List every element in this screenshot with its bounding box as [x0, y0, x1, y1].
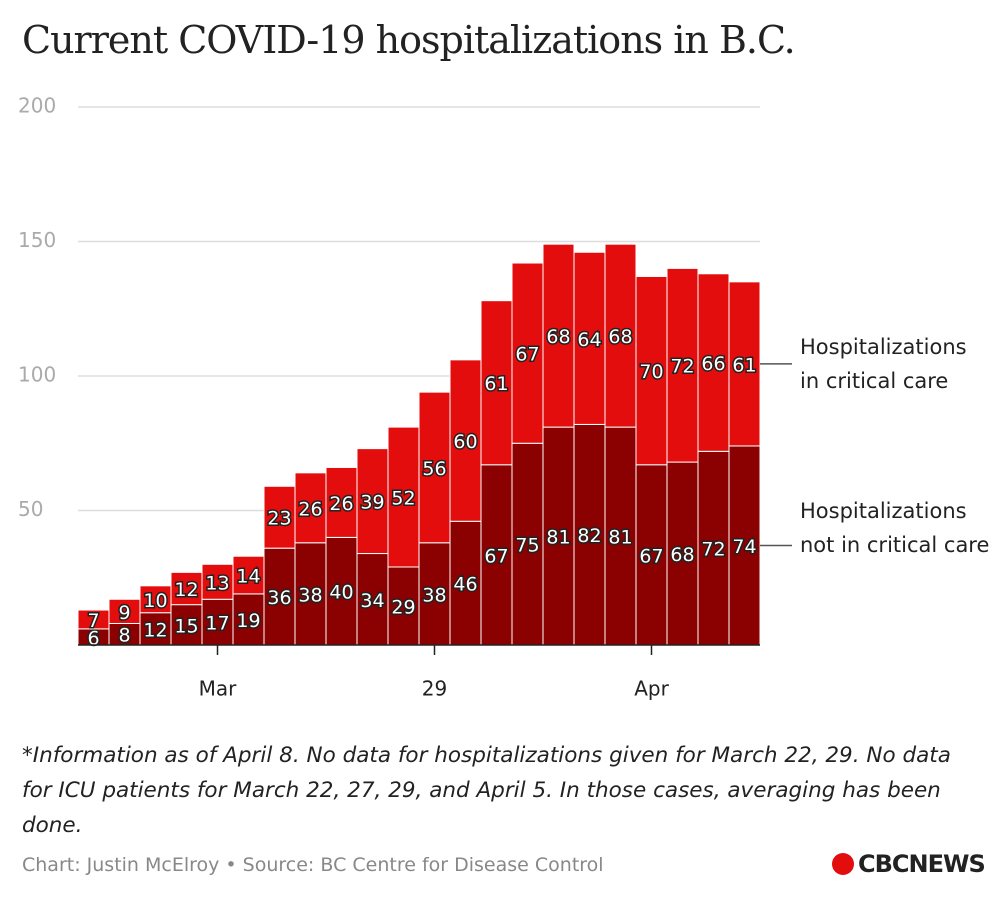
data-label: 7 [87, 610, 99, 632]
data-label: 52 [391, 488, 415, 510]
bar-segment [170, 571, 203, 606]
data-label: 10 [143, 590, 167, 612]
data-label: 34 [360, 590, 384, 612]
bar-segment [480, 464, 513, 646]
data-label: 81 [608, 527, 632, 549]
data-label: 38 [298, 584, 322, 606]
data-label: 56 [422, 458, 446, 480]
bar-segment [232, 593, 265, 646]
data-label: 61 [484, 373, 508, 395]
bar-segment [697, 273, 730, 452]
bar-segment [325, 536, 358, 646]
data-label: 29 [391, 596, 415, 618]
data-label: 40 [329, 582, 353, 604]
data-label: 67 [515, 344, 539, 366]
data-label: 68 [546, 326, 570, 348]
bar-segment [635, 464, 668, 646]
bar-segment [666, 267, 699, 463]
y-tick-label: 150 [18, 228, 56, 252]
data-label: 12 [174, 579, 198, 601]
data-label: 64 [577, 329, 601, 351]
data-label: 8 [118, 625, 130, 647]
bar-segment [387, 566, 420, 646]
legend-entry: Hospitalizations not in critical care [800, 499, 990, 557]
y-tick-label: 50 [18, 497, 43, 521]
bar-segment [480, 300, 513, 466]
bar-segment [263, 485, 296, 549]
data-label: 26 [298, 498, 322, 520]
y-tick-label: 200 [18, 94, 56, 118]
y-tick-label: 100 [18, 363, 56, 387]
data-label: 12 [143, 619, 167, 641]
data-label: 72 [701, 539, 725, 561]
bar-segment [201, 563, 234, 600]
bar-segment [418, 542, 451, 646]
x-tick-label: Mar [199, 677, 238, 701]
bar-segment [511, 262, 544, 444]
data-label: 70 [639, 361, 663, 383]
data-label: 82 [577, 525, 601, 547]
bar-segment [232, 555, 265, 595]
logo: CBCNEWS [832, 850, 986, 878]
footnote: *Information as of April 8. No data for … [22, 743, 951, 838]
bar-segment [356, 448, 389, 555]
chart-title: Current COVID-19 hospitalizations in B.C… [22, 18, 796, 62]
data-label: 66 [701, 353, 725, 375]
bar-segment [449, 359, 482, 522]
data-label: 67 [639, 545, 663, 567]
bar-segment [449, 520, 482, 646]
bar-segment [325, 466, 358, 538]
data-label: 13 [205, 572, 229, 594]
logo-icon [832, 853, 854, 875]
x-tick-label: Apr [634, 677, 669, 701]
data-label: 23 [267, 508, 291, 530]
data-label: 60 [453, 431, 477, 453]
data-label: 36 [267, 587, 291, 609]
data-label: 19 [236, 610, 260, 632]
logo-text: CBCNEWS [858, 850, 986, 878]
bar-segment [542, 243, 575, 428]
data-label: 46 [453, 574, 477, 596]
bar-segment [635, 275, 668, 466]
data-label: 26 [329, 493, 353, 515]
data-label: 61 [732, 354, 756, 376]
data-label: 38 [422, 584, 446, 606]
bar-segment [418, 391, 451, 544]
bar-segment [263, 547, 296, 646]
data-label: 81 [546, 527, 570, 549]
bar-segment [666, 461, 699, 646]
data-label: 9 [118, 602, 130, 624]
bar-segment [387, 426, 420, 568]
data-label: 15 [174, 615, 198, 637]
x-tick-label: 29 [422, 677, 447, 701]
data-label: 68 [608, 326, 632, 348]
bar-segment [294, 472, 327, 544]
source: Chart: Justin McElroy • Source: BC Centr… [22, 854, 604, 876]
bar-segment [728, 445, 761, 646]
data-label: 17 [205, 613, 229, 635]
bar-segment [108, 598, 141, 624]
data-label: 68 [670, 544, 694, 566]
data-label: 75 [515, 535, 539, 557]
bar-segment [139, 612, 172, 646]
data-label: 74 [732, 536, 756, 558]
data-label: 67 [484, 545, 508, 567]
data-label: 14 [236, 566, 260, 588]
legend-entry: Hospitalizations in critical care [800, 335, 967, 393]
data-label: 39 [360, 492, 384, 514]
bar-segment [139, 585, 172, 614]
data-label: 72 [670, 356, 694, 378]
bar-segment [294, 542, 327, 646]
